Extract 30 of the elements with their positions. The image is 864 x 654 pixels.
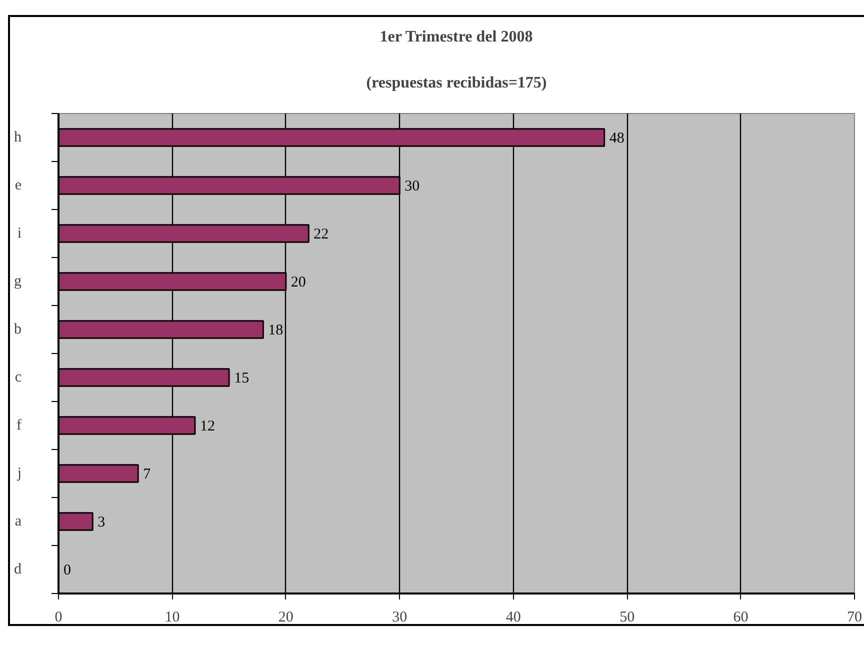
chart-title: 1er Trimestre del 2008 [380, 28, 533, 46]
y-tick-label: h [14, 130, 22, 146]
data-label: 48 [609, 130, 624, 146]
y-tick-label: e [14, 178, 22, 194]
x-tick-label: 70 [847, 610, 862, 626]
y-tick-label: c [14, 370, 22, 386]
chart-subtitle: (respuestas recibidas=175) [366, 74, 547, 92]
y-tick-label: b [14, 322, 22, 338]
y-tick-label: d [14, 562, 22, 578]
data-label: 20 [290, 274, 306, 290]
x-tick-label: 40 [506, 610, 521, 626]
x-tick-label: 60 [733, 610, 748, 626]
data-label: 0 [64, 562, 71, 578]
y-tick-label: g [14, 274, 22, 290]
x-tick-label: 10 [164, 610, 180, 626]
x-tick-label: 30 [392, 610, 408, 626]
data-label: 15 [234, 370, 250, 386]
data-label: 7 [143, 466, 152, 482]
data-label: 22 [314, 226, 329, 242]
data-label: 18 [268, 322, 284, 338]
x-tick-label: 50 [620, 610, 635, 626]
y-tick-label: f [16, 418, 22, 434]
x-tick-label: 20 [278, 610, 294, 626]
y-tick-label: i [17, 226, 22, 242]
data-label: 3 [98, 514, 106, 530]
y-tick-label: a [14, 514, 22, 530]
y-tick-label: j [16, 466, 22, 482]
x-tick-label: 0 [54, 610, 62, 626]
data-label: 30 [404, 178, 420, 194]
data-label: 12 [200, 418, 215, 434]
